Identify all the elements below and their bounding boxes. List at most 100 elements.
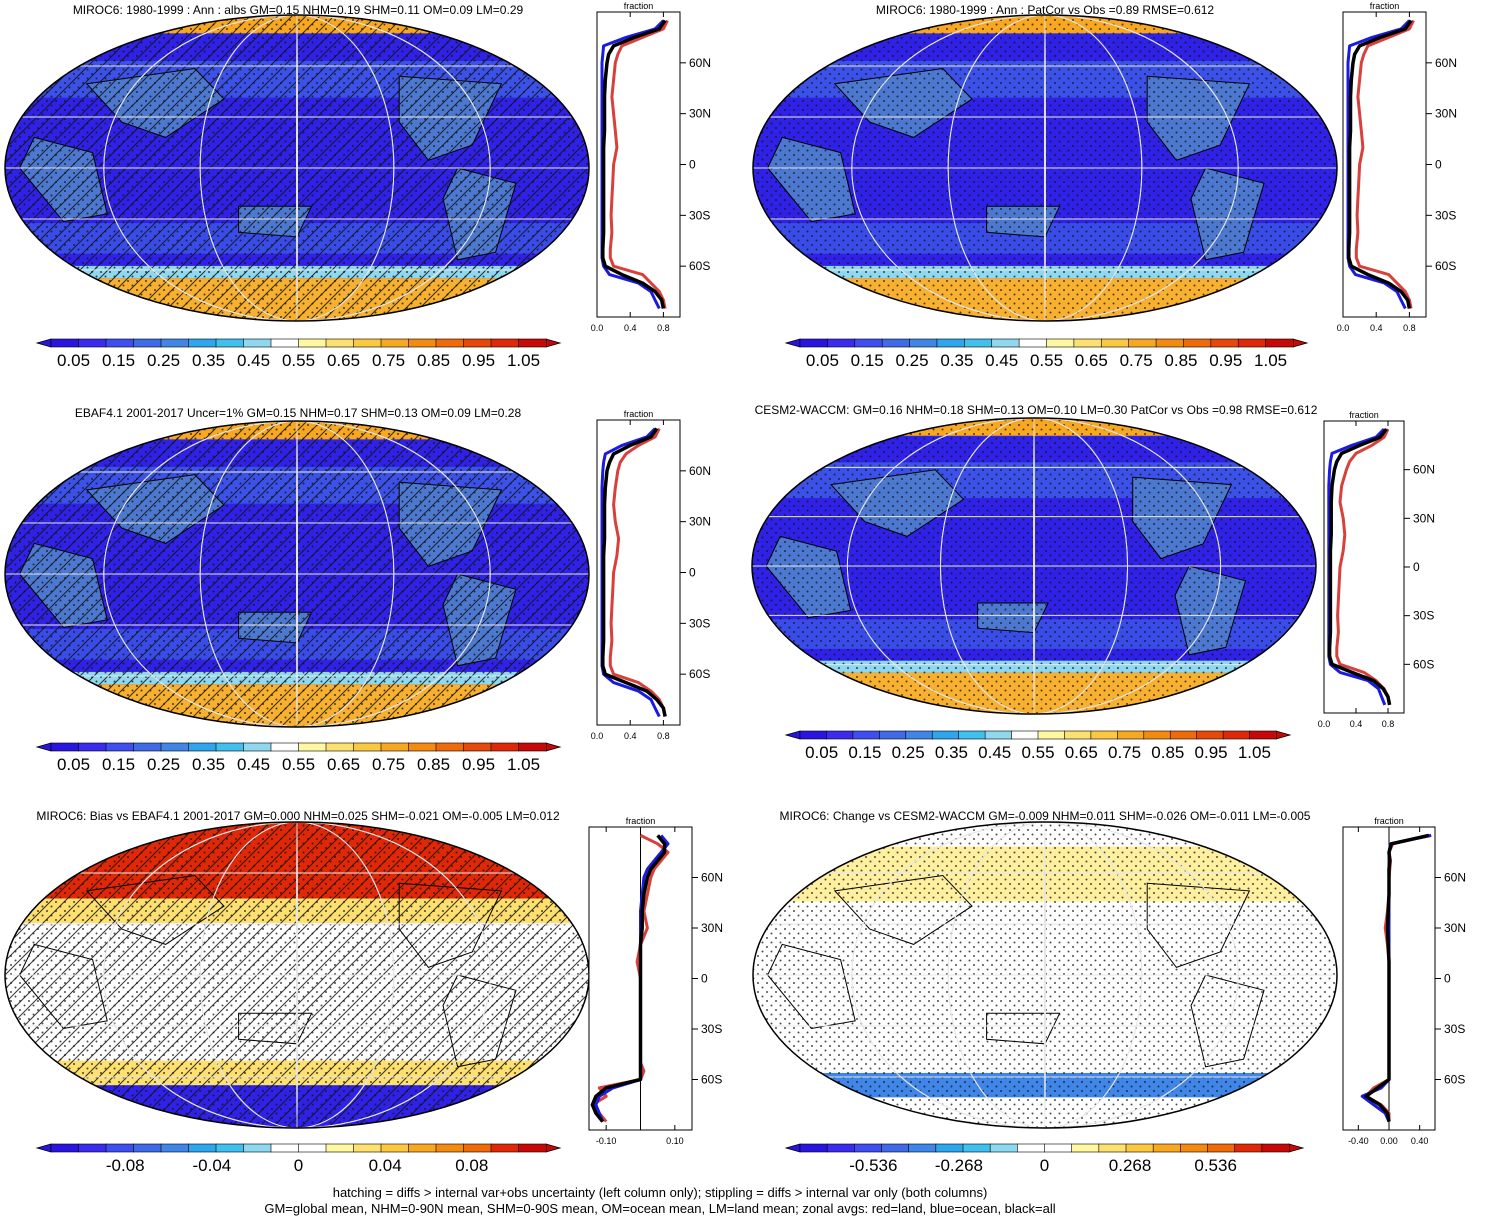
colorbar-swatch xyxy=(1210,338,1239,348)
colorbar-label: 0.75 xyxy=(1108,743,1141,762)
lat-label: 0 xyxy=(689,158,696,172)
lat-label: 60N xyxy=(1413,463,1435,477)
x-tick-label: 0.0 xyxy=(1318,719,1331,729)
colorbar-label: 0.25 xyxy=(895,351,928,370)
zonal-plot-miroc6-change: 60N 30N 0 30S 60S -0.40 0.00 0.40 fraction xyxy=(1342,816,1466,1146)
meridian-2 xyxy=(1044,822,1046,1128)
lat-label: 60N xyxy=(1435,56,1457,70)
meridian-3 xyxy=(199,822,395,1128)
series-land xyxy=(608,427,667,717)
colorbar-swatch xyxy=(78,338,107,348)
colorbar-swatch xyxy=(463,742,492,752)
lat-label: 30S xyxy=(701,1022,722,1036)
colorbar-swatch xyxy=(1073,338,1102,348)
zonal-frame xyxy=(596,11,681,318)
colorbar-swatch xyxy=(408,742,437,752)
colorbar-swatch xyxy=(215,338,245,348)
colorbar-label: 0.35 xyxy=(940,351,973,370)
lat-label: 60S xyxy=(689,259,710,273)
colorbar-label: 0.35 xyxy=(192,351,225,370)
colorbar-miroc6-mean: 0.05 0.15 0.25 0.35 0.45 0.55 0.65 0.75 0.85 0.95… xyxy=(35,338,562,370)
colorbar-min-arrow xyxy=(784,338,801,348)
map-field-cesm2-waccm xyxy=(752,418,1316,714)
colorbar-swatch xyxy=(1128,338,1157,348)
colorbar-label: 0.55 xyxy=(282,351,315,370)
colorbar-swatch xyxy=(1183,338,1212,348)
colorbar-swatch xyxy=(1037,730,1066,740)
colorbar-swatch xyxy=(799,730,828,740)
map-field-miroc6-bias xyxy=(5,822,589,1128)
colorbar-swatch xyxy=(270,742,300,752)
panel-title: MIROC6: 1980-1999 : Ann : albs GM=0.15 N… xyxy=(73,3,524,17)
map-border-ebaf-obs xyxy=(4,420,590,728)
meridian-4 xyxy=(851,822,1239,1128)
colorbar-label: 0.25 xyxy=(147,755,180,774)
colorbar-label: 0.65 xyxy=(327,755,360,774)
colorbar-swatch xyxy=(298,1143,327,1153)
colorbar-swatch xyxy=(380,1143,410,1153)
lat-label: 60N xyxy=(701,871,723,885)
colorbar-label: 0.95 xyxy=(462,755,495,774)
x-tick-label: 0.4 xyxy=(1350,719,1363,729)
colorbar-swatch xyxy=(243,742,272,752)
x-tick-label: 0.4 xyxy=(624,731,637,741)
colorbar-ebaf-obs: 0.05 0.15 0.25 0.35 0.45 0.55 0.65 0.75 0.85 0.95… xyxy=(35,742,562,774)
lat-label: 60N xyxy=(1444,871,1466,885)
colorbar-swatch xyxy=(463,1143,492,1153)
colorbar-label: 1.05 xyxy=(507,755,540,774)
colorbar-swatch xyxy=(936,338,965,348)
colorbar-min-arrow xyxy=(784,730,801,740)
colorbar-label: 0.268 xyxy=(1109,1156,1152,1175)
colorbar-swatch xyxy=(991,338,1020,348)
colorbar-swatch xyxy=(1143,730,1171,740)
colorbar-swatch xyxy=(408,1143,437,1153)
colorbar-swatch xyxy=(958,730,986,740)
lat-label: 30S xyxy=(1413,609,1434,623)
colorbar-max-arrow xyxy=(545,1143,562,1153)
panel-miroc6-bias: MIROC6: Bias vs EBAF4.1 2001-2017 GM=0.0… xyxy=(4,809,723,1175)
colorbar-label: 0 xyxy=(1040,1156,1049,1175)
colorbar-label: 0.15 xyxy=(848,743,881,762)
footer-line-1: hatching = diffs > internal var+obs unce… xyxy=(333,1185,988,1200)
x-tick-label: 0.8 xyxy=(1403,323,1416,333)
graticule xyxy=(753,822,1337,1128)
lat-label: 30N xyxy=(1444,921,1466,935)
colorbar-min-arrow xyxy=(784,1143,801,1153)
meridian-4 xyxy=(103,822,491,1128)
colorbar-miroc6-change: -0.536 -0.268 0 0.268 0.536 xyxy=(784,1143,1305,1175)
meridian-3 xyxy=(947,822,1143,1128)
meridian-4 xyxy=(846,418,1222,714)
meridian-2 xyxy=(296,822,298,1128)
colorbar-max-arrow xyxy=(1275,730,1292,740)
zonal-plot-miroc6-bias: 60N 30N 0 30S 60S -0.10 0.10 fraction xyxy=(588,816,723,1146)
x-tick-label: -0.40 xyxy=(1348,1136,1369,1146)
lat-label: 0 xyxy=(1444,972,1451,986)
colorbar-swatch xyxy=(298,338,327,348)
colorbar-swatch xyxy=(188,338,217,348)
x-tick-label: 0.4 xyxy=(1370,323,1383,333)
colorbar-swatch xyxy=(435,1143,465,1153)
colorbar-swatch xyxy=(408,338,437,348)
zonal-xlabel: fraction xyxy=(1349,410,1379,420)
lat-label: 0 xyxy=(689,566,696,580)
zonal-plot-miroc6-mean: 60N 30N 0 30S 60S 0.0 0.4 0.8 fraction xyxy=(591,1,711,333)
colorbar-swatch xyxy=(1011,730,1039,740)
series-land xyxy=(1335,428,1392,706)
colorbar-label: 0.85 xyxy=(417,351,450,370)
colorbar-label: 0.65 xyxy=(327,351,360,370)
colorbar-label: 0.04 xyxy=(369,1156,402,1175)
lat-label: 30N xyxy=(1413,511,1435,525)
colorbar-swatch xyxy=(826,730,854,740)
colorbar-swatch xyxy=(298,742,327,752)
colorbar-swatch xyxy=(380,742,410,752)
colorbar-swatch xyxy=(50,742,80,752)
colorbar-label: 0 xyxy=(294,1156,303,1175)
lat-label: 0 xyxy=(701,972,708,986)
colorbar-swatch xyxy=(879,730,907,740)
colorbar-swatch xyxy=(962,1143,991,1153)
panel-cesm2-waccm: CESM2-WACCM: GM=0.16 NHM=0.18 SHM=0.13 O… xyxy=(751,403,1435,762)
colorbar-swatch xyxy=(518,1143,547,1153)
x-tick-label: 0.00 xyxy=(1380,1136,1398,1146)
colorbar-swatch xyxy=(490,742,520,752)
